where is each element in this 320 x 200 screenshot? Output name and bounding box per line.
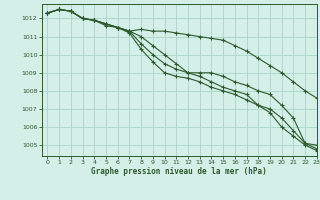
X-axis label: Graphe pression niveau de la mer (hPa): Graphe pression niveau de la mer (hPa) <box>91 167 267 176</box>
